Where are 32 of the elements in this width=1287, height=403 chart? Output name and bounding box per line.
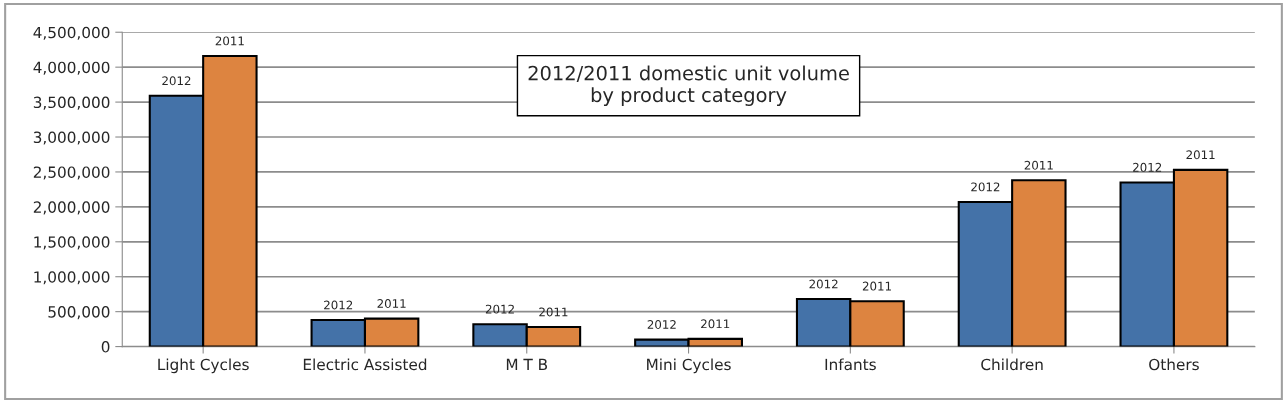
x-tick-label: Light Cycles xyxy=(158,358,249,374)
y-tick-label: 500,000 xyxy=(48,306,110,320)
y-tick-label: 4,000,000 xyxy=(33,61,110,75)
text: 2011 xyxy=(1024,160,1053,170)
text: 2011 xyxy=(862,281,891,291)
x-tick-label: Others xyxy=(1149,358,1199,371)
text: 2011 xyxy=(701,319,730,329)
series-label: 2012 xyxy=(647,320,676,329)
text: 2012/2011 domestic unit volume by product category xyxy=(528,65,849,106)
text: 2012 xyxy=(485,304,514,314)
text: 2011 xyxy=(539,307,568,317)
text: 2011 xyxy=(1186,150,1215,160)
text: 2012 xyxy=(971,182,1000,192)
x-tick-label: Children xyxy=(981,358,1043,371)
x-tick-label: M T B xyxy=(506,358,548,370)
x-tick-label: Electric Assisted xyxy=(303,358,427,371)
series-label: 2011 xyxy=(215,36,244,46)
y-tick-label: 3,000,000 xyxy=(33,131,110,145)
text: 2012 xyxy=(162,76,191,86)
y-tick-label: 4,500,000 xyxy=(33,26,110,40)
text: 2012 xyxy=(809,279,838,289)
y-tick-label: 1,000,000 xyxy=(34,271,110,285)
x-tick-label: Mini Cycles xyxy=(647,358,731,374)
y-tick-label: 2,000,000 xyxy=(33,201,110,215)
y-tick-label: 2,500,000 xyxy=(33,166,110,180)
text: 2011 xyxy=(377,299,406,309)
y-tick-label: 0 xyxy=(101,341,110,353)
x-tick-label: Infants xyxy=(825,358,876,371)
text: 2012 xyxy=(1133,162,1162,172)
y-tick-label: 1,500,000 xyxy=(34,236,110,250)
text: 2012 xyxy=(324,300,353,310)
y-tick-label: 3,500,000 xyxy=(33,96,110,110)
